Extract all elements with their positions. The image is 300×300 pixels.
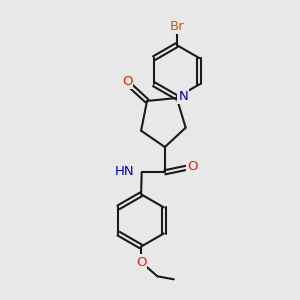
- Text: Br: Br: [169, 20, 184, 33]
- Text: O: O: [122, 75, 132, 88]
- Text: O: O: [136, 256, 146, 268]
- Text: N: N: [178, 90, 188, 103]
- Text: HN: HN: [115, 165, 134, 178]
- Text: O: O: [187, 160, 197, 173]
